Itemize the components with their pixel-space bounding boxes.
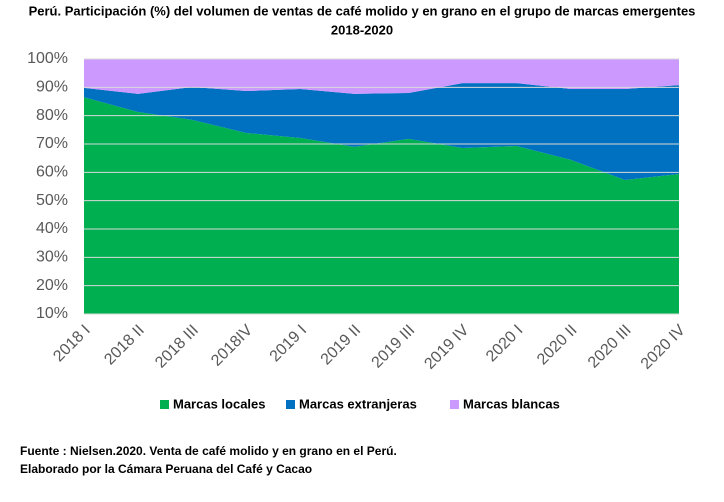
y-tick-label: 100% <box>27 50 68 67</box>
y-tick-label: 40% <box>36 220 68 237</box>
x-tick-label: 2019 IV <box>421 322 472 373</box>
x-tick-label: 2020 III <box>585 322 635 372</box>
area <box>84 97 679 314</box>
legend-swatch <box>450 400 459 409</box>
x-tick-label: 2018 III <box>152 322 202 372</box>
y-tick-label: 80% <box>36 107 68 124</box>
chart-title: Perú. Participación (%) del volumen de v… <box>29 3 696 18</box>
y-tick-label: 20% <box>36 277 68 294</box>
footer-source: Fuente : Nielsen.2020. Venta de café mol… <box>20 444 397 458</box>
area <box>84 83 679 180</box>
y-tick-label: 10% <box>36 305 68 322</box>
legend-label: Marcas blancas <box>463 396 560 411</box>
plot-area <box>84 59 679 314</box>
x-tick-label: 2020 II <box>534 322 581 369</box>
x-tick-label: 2020 I <box>483 322 526 365</box>
legend-swatch <box>160 400 169 409</box>
x-tick-label: 2018 I <box>50 322 93 365</box>
x-tick-label: 2019 II <box>318 322 365 369</box>
y-tick-label: 60% <box>36 164 68 181</box>
x-tick-label: 2019 I <box>267 322 310 365</box>
y-tick-label: 50% <box>36 192 68 209</box>
x-tick-label: 2018IV <box>208 322 256 370</box>
x-tick-label: 2020 IV <box>638 322 689 373</box>
legend-label: Marcas extranjeras <box>299 396 417 411</box>
y-tick-label: 30% <box>36 249 68 266</box>
x-tick-label: 2018 II <box>101 322 148 369</box>
chart-subtitle: 2018-2020 <box>331 22 393 37</box>
footer-credit: Elaborado por la Cámara Peruana del Café… <box>20 462 312 476</box>
y-tick-label: 70% <box>36 135 68 152</box>
x-tick-label: 2019 III <box>369 322 419 372</box>
area <box>84 59 679 94</box>
y-tick-label: 90% <box>36 79 68 96</box>
legend-label: Marcas locales <box>173 396 266 411</box>
legend-swatch <box>286 400 295 409</box>
